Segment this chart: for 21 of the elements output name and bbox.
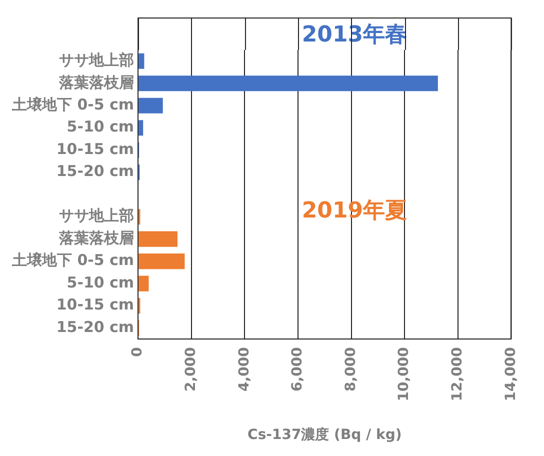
y-tick-label: 15-20 cm xyxy=(56,162,134,180)
x-tick-label: 12,000 xyxy=(450,346,466,402)
x-tick-label: 6,000 xyxy=(290,346,306,392)
y-tick-label: ササ地上部 xyxy=(59,51,134,70)
y-tick-label: 落葉落枝層 xyxy=(58,228,134,247)
y-tick-label: 土壌地下 0-5 cm xyxy=(10,96,134,114)
y-tick-label: 5-10 cm xyxy=(66,118,134,136)
x-axis-title: Cs-137濃度 (Bq / kg) xyxy=(248,426,402,444)
x-tick-label: 8,000 xyxy=(342,346,359,392)
x-tick-label: 10,000 xyxy=(396,346,412,402)
x-tick-label: 0 xyxy=(130,346,146,357)
y-tick-label: ササ地上部 xyxy=(59,206,134,225)
y-tick-label: 5-10 cm xyxy=(66,273,134,292)
y-tick-label: 10-15 cm xyxy=(56,296,134,314)
x-tick-label: 2,000 xyxy=(183,346,200,392)
y-tick-label: 15-20 cm xyxy=(56,318,134,336)
y-tick-label: 落葉落枝層 xyxy=(58,73,134,92)
y-tick-label: 10-15 cm xyxy=(56,140,134,158)
x-tick-label: 14,000 xyxy=(502,346,519,402)
x-tick-label: 4,000 xyxy=(236,346,252,392)
y-tick-label: 土壌地下 0-5 cm xyxy=(10,251,134,270)
